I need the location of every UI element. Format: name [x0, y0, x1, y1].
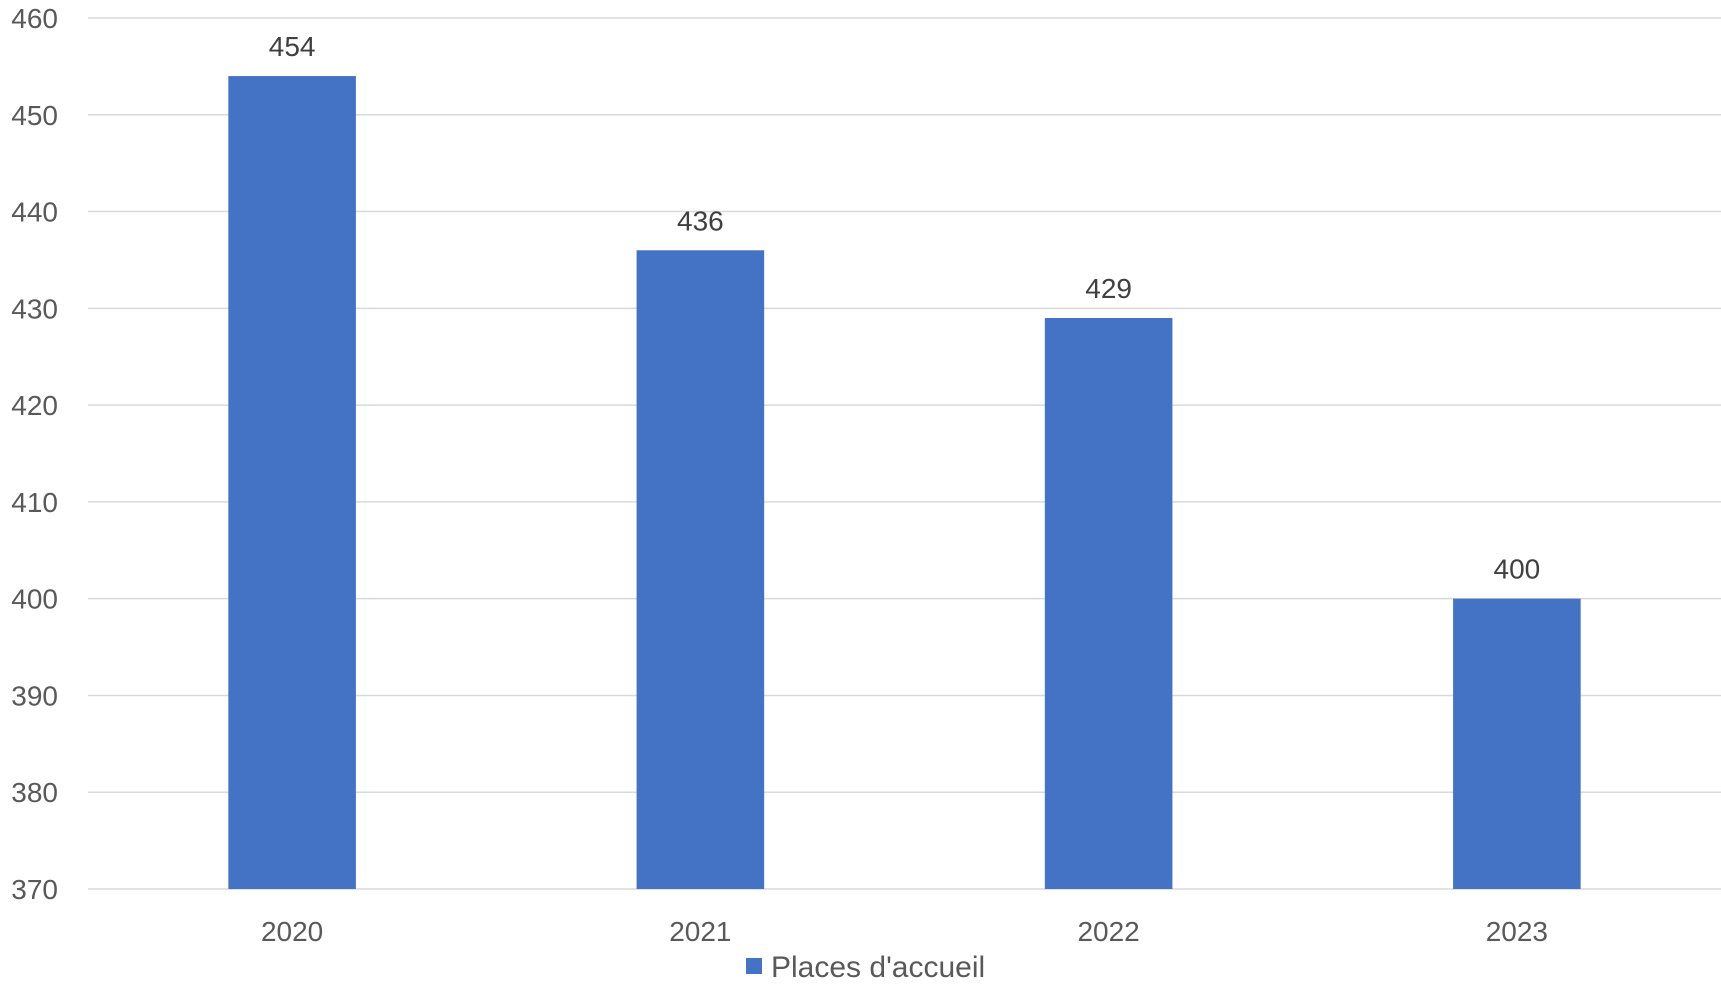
bars — [228, 76, 1581, 890]
y-tick-label: 390 — [11, 680, 58, 711]
y-axis-tick-labels: 370 380 390 400 410 420 430 440 450 460 — [11, 3, 58, 905]
x-tick-label: 2022 — [1077, 916, 1139, 947]
legend-swatch — [746, 958, 762, 974]
legend-label: Places d'accueil — [771, 951, 985, 984]
y-tick-label: 460 — [11, 3, 58, 34]
data-label: 436 — [677, 205, 724, 236]
data-label: 454 — [269, 31, 316, 62]
y-tick-label: 400 — [11, 584, 58, 615]
bar — [1044, 318, 1173, 889]
data-label: 429 — [1085, 273, 1132, 304]
y-tick-label: 410 — [11, 487, 58, 518]
x-tick-label: 2020 — [261, 916, 323, 947]
y-tick-label: 430 — [11, 293, 58, 324]
y-tick-label: 450 — [11, 100, 58, 131]
x-tick-label: 2023 — [1486, 916, 1548, 947]
y-tick-label: 440 — [11, 197, 58, 228]
y-tick-label: 420 — [11, 390, 58, 421]
legend: Places d'accueil — [746, 951, 985, 984]
bar — [1453, 598, 1581, 889]
x-tick-label: 2021 — [669, 916, 731, 947]
data-labels: 454 436 429 400 — [269, 31, 1540, 585]
data-label: 400 — [1494, 554, 1541, 585]
bar — [228, 76, 356, 890]
gridlines — [88, 17, 1721, 890]
y-tick-label: 370 — [11, 874, 58, 905]
x-axis-tick-labels: 2020 2021 2022 2023 — [261, 916, 1548, 947]
bar — [636, 250, 765, 889]
y-tick-label: 380 — [11, 777, 58, 808]
